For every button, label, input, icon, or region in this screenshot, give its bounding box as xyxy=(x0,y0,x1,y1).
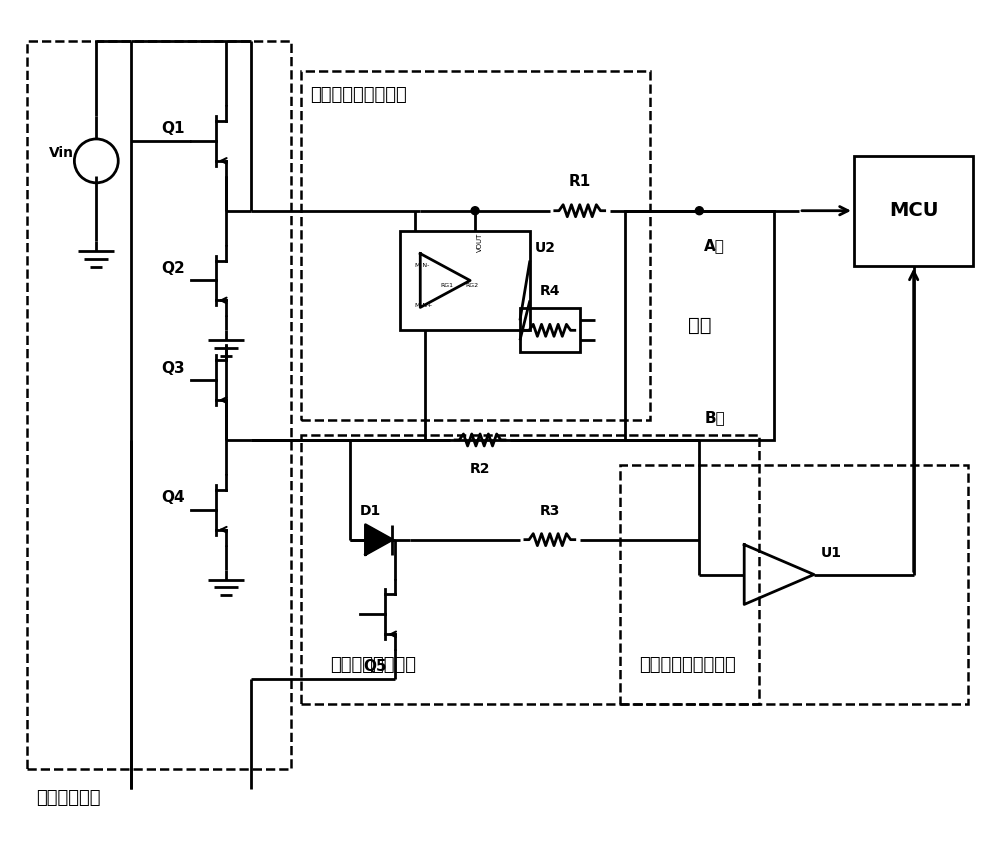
Text: RG1: RG1 xyxy=(440,283,453,288)
Text: 电机驱动电路: 电机驱动电路 xyxy=(37,789,101,807)
Text: Q3: Q3 xyxy=(161,360,185,376)
Text: D1: D1 xyxy=(360,504,381,518)
Text: MCU: MCU xyxy=(889,201,938,220)
Text: Vin: Vin xyxy=(49,146,74,160)
Text: VOUT: VOUT xyxy=(477,233,483,252)
Text: 总线大电流测量电路: 总线大电流测量电路 xyxy=(640,656,736,674)
Text: R1: R1 xyxy=(569,174,591,189)
Text: Q1: Q1 xyxy=(161,121,185,137)
Text: Q2: Q2 xyxy=(161,261,185,276)
Bar xyxy=(400,230,530,330)
Bar xyxy=(625,211,774,440)
Polygon shape xyxy=(365,525,392,555)
Bar xyxy=(520,309,580,353)
Text: M N+: M N+ xyxy=(415,303,433,308)
Text: U2: U2 xyxy=(535,241,556,255)
Circle shape xyxy=(695,206,703,215)
Text: B端: B端 xyxy=(704,410,725,425)
Text: R3: R3 xyxy=(540,504,560,518)
Text: 总线小电流测量电路: 总线小电流测量电路 xyxy=(311,86,407,104)
Circle shape xyxy=(471,206,479,215)
Text: Q5: Q5 xyxy=(364,659,387,673)
Text: RG2: RG2 xyxy=(465,283,478,288)
Text: R4: R4 xyxy=(540,285,560,298)
Bar xyxy=(854,156,973,266)
Text: 采样电阻切换电路: 采样电阻切换电路 xyxy=(331,656,417,674)
Text: R2: R2 xyxy=(470,462,490,476)
Text: 负载: 负载 xyxy=(688,316,711,335)
Text: U1: U1 xyxy=(821,545,842,560)
Text: Q4: Q4 xyxy=(161,490,185,506)
Text: M N-: M N- xyxy=(415,263,430,268)
Text: A端: A端 xyxy=(704,238,725,254)
